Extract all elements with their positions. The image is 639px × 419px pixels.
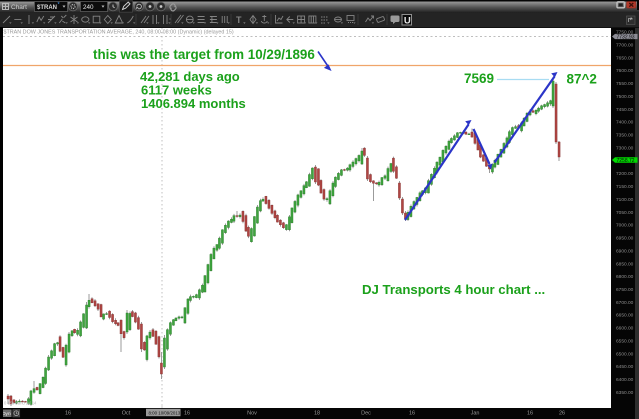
svg-text:7200.00: 7200.00 (616, 171, 634, 177)
svg-text:16: 16 (409, 411, 415, 417)
svg-text:6500.00: 6500.00 (616, 351, 634, 357)
svg-text:6750.00: 6750.00 (616, 287, 634, 293)
svg-text:7569: 7569 (464, 71, 494, 86)
svg-text:6650.00: 6650.00 (616, 313, 634, 319)
svg-text:7600.00: 7600.00 (616, 68, 634, 74)
svg-text:87^2: 87^2 (567, 72, 597, 87)
svg-text:7000.00: 7000.00 (616, 223, 634, 229)
svg-text:7300.00: 7300.00 (616, 145, 634, 151)
svg-text:0 15s band 2d 14: 0 15s band 2d 14 (4, 401, 37, 406)
svg-text:7100.00: 7100.00 (616, 197, 634, 203)
svg-text:this was the target from 10/29: this was the target from 10/29/1896 (93, 47, 315, 62)
svg-text:7550.00: 7550.00 (616, 81, 634, 87)
svg-text:U: U (404, 15, 411, 26)
svg-text:7258.72: 7258.72 (617, 158, 635, 164)
svg-text:16: 16 (184, 411, 190, 417)
svg-text:26: 26 (559, 411, 565, 417)
svg-text:8:00 10/09/2013: 8:00 10/09/2013 (149, 411, 181, 416)
svg-text:7750.00: 7750.00 (616, 30, 634, 36)
svg-text:18: 18 (314, 411, 320, 417)
svg-text:240: 240 (83, 4, 94, 11)
svg-text:T: T (236, 15, 242, 25)
svg-text:16: 16 (527, 411, 533, 417)
svg-text:6450.00: 6450.00 (616, 364, 634, 370)
svg-text:6700.00: 6700.00 (616, 300, 634, 306)
svg-text:6117 weeks: 6117 weeks (141, 83, 212, 98)
svg-text:6850.00: 6850.00 (616, 261, 634, 267)
svg-text:Chart: Chart (11, 4, 27, 11)
svg-text:7650.00: 7650.00 (616, 55, 634, 61)
svg-text:DJ Transports 4 hour chart ...: DJ Transports 4 hour chart ... (362, 282, 545, 297)
svg-text:7732.93: 7732.93 (617, 35, 635, 41)
svg-text:Dyn: Dyn (2, 411, 11, 417)
svg-text:7050.00: 7050.00 (616, 210, 634, 216)
svg-text:42,281 days ago: 42,281 days ago (140, 69, 240, 84)
svg-text:Oct: Oct (122, 411, 131, 417)
svg-text:16: 16 (65, 411, 71, 417)
svg-text:7500.00: 7500.00 (616, 94, 634, 100)
svg-text:Dec: Dec (361, 411, 371, 417)
svg-text:6900.00: 6900.00 (616, 248, 634, 254)
svg-text:*: * (58, 2, 61, 8)
svg-text:6400.00: 6400.00 (616, 377, 634, 383)
svg-text:6800.00: 6800.00 (616, 274, 634, 280)
svg-text:Nov: Nov (247, 411, 257, 417)
svg-text:6600.00: 6600.00 (616, 326, 634, 332)
svg-text:6550.00: 6550.00 (616, 339, 634, 345)
svg-text:7700.00: 7700.00 (616, 43, 634, 49)
svg-text:Jan: Jan (471, 411, 480, 417)
svg-text:7400.00: 7400.00 (616, 120, 634, 126)
svg-text:$TRAN: $TRAN (37, 5, 57, 11)
svg-text:$TRAN DOW JONES TRANSPORTATION: $TRAN DOW JONES TRANSPORTATION AVERAGE, … (4, 30, 234, 36)
svg-text:1406.894 months: 1406.894 months (141, 96, 246, 111)
svg-text:7150.00: 7150.00 (616, 184, 634, 190)
svg-text:6350.00: 6350.00 (616, 390, 634, 396)
svg-text:7450.00: 7450.00 (616, 107, 634, 113)
svg-text:6950.00: 6950.00 (616, 236, 634, 242)
svg-text:7350.00: 7350.00 (616, 133, 634, 139)
